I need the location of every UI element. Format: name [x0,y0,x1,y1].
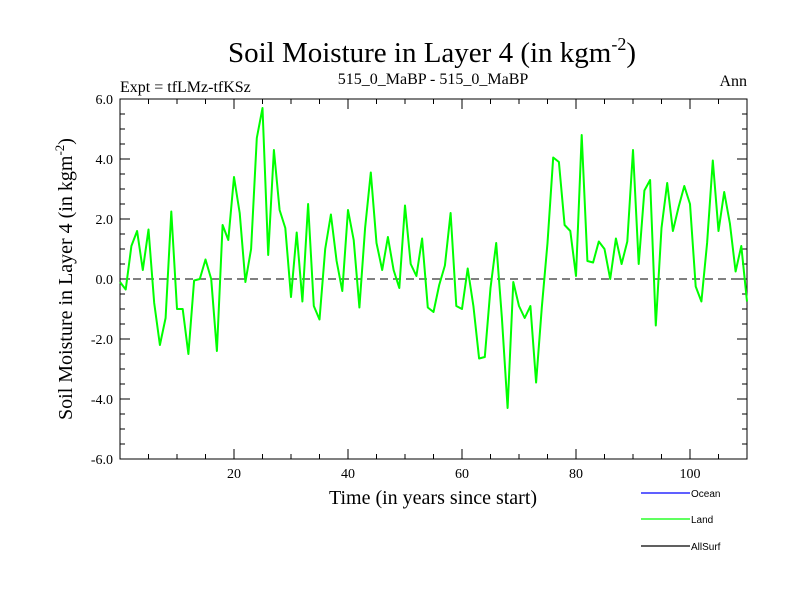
axis-tick-labels: -6.0 -4.0 -2.0 0.0 2.0 4.0 6.0 20 40 60 80 100 [91,93,701,482]
series-line-land [119,107,748,409]
legend-label-allsurf: AllSurf [691,542,721,553]
series-layer [119,107,748,409]
y-tick-label: 4.0 [96,153,114,168]
y-tick-label: -2.0 [91,333,113,348]
y-tick-label: 2.0 [96,213,114,228]
x-tick-label: 20 [227,467,241,482]
legend: Ocean Land AllSurf [641,489,721,553]
y-tick-label: 0.0 [96,273,114,288]
y-tick-label: -6.0 [91,453,113,468]
y-tick-label: -4.0 [91,393,113,408]
x-axis-label: Time (in years since start) [329,487,537,509]
legend-item-ocean: Ocean [641,489,720,500]
subtitle-left: Expt = tfLMz-tfKSz [120,79,251,96]
legend-label-land: Land [691,515,713,526]
y-tick-label: 6.0 [96,93,114,108]
y-axis-label: Soil Moisture in Layer 4 (in kgm-2) [52,138,77,420]
legend-item-allsurf: AllSurf [641,542,721,553]
subtitle-center: 515_0_MaBP - 515_0_MaBP [338,71,529,88]
x-tick-label: 80 [569,467,583,482]
chart-title: Soil Moisture in Layer 4 (in kgm-2) [228,34,636,69]
x-tick-label: 60 [455,467,469,482]
x-tick-label: 100 [680,467,701,482]
x-tick-label: 40 [341,467,355,482]
legend-label-ocean: Ocean [691,489,720,500]
subtitle-right: Ann [719,73,747,90]
legend-item-land: Land [641,515,713,526]
axis-ticks [120,98,747,460]
